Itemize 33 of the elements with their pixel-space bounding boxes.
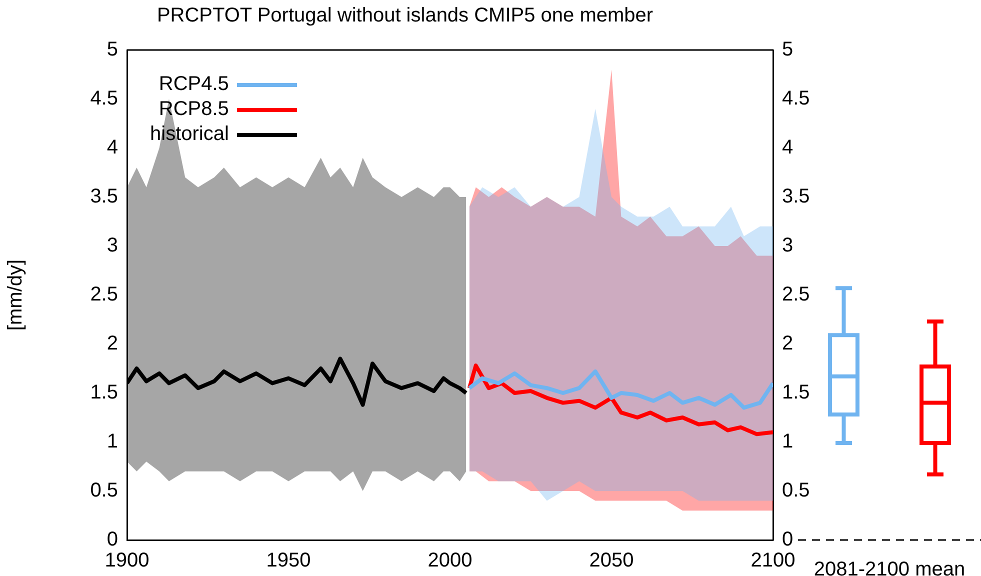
y2-tick-label: 0 [782,528,794,551]
y-tick-label: 0.5 [90,480,118,502]
legend-label: historical [150,123,229,146]
x-tick-label: 2100 [750,550,796,572]
x-tick-label: 1950 [266,550,311,572]
y-tick-label: 3.5 [90,186,118,208]
y-tick-label: 5 [106,38,118,61]
y-tick-label: 4.5 [90,88,118,110]
chart-title: PRCPTOT Portugal without islands CMIP5 one member [156,4,654,27]
x-axis-title: 2081-2100 mean [814,558,966,576]
legend-label: RCP4.5 [158,73,229,96]
y-tick-label: 4 [106,136,118,159]
y2-tick-label: 0.5 [782,480,810,502]
y2-tick-label: 3 [782,234,794,257]
y2-tick-label: 2 [782,332,794,355]
y2-tick-label: 1 [782,430,794,453]
x-tick-label: 2050 [589,550,634,572]
y2-tick-label: 1.5 [782,382,810,404]
y-tick-label: 2.5 [90,284,118,306]
y-tick-label: 0 [106,528,118,551]
x-tick-label: 2000 [428,550,472,572]
y-axis-title: [mm/dy] [4,259,27,331]
y-tick-label: 2 [106,332,118,355]
x-tick-label: 1900 [104,550,150,572]
y-tick-label: 1 [106,430,118,453]
y2-tick-label: 5 [782,38,794,61]
legend-label: RCP8.5 [158,98,229,121]
y2-tick-label: 4.5 [782,88,810,110]
y2-tick-label: 4 [782,136,794,159]
y-tick-label: 3 [106,234,118,257]
y-tick-label: 1.5 [90,382,118,404]
y2-tick-label: 2.5 [782,284,810,306]
y2-tick-label: 3.5 [782,186,810,208]
